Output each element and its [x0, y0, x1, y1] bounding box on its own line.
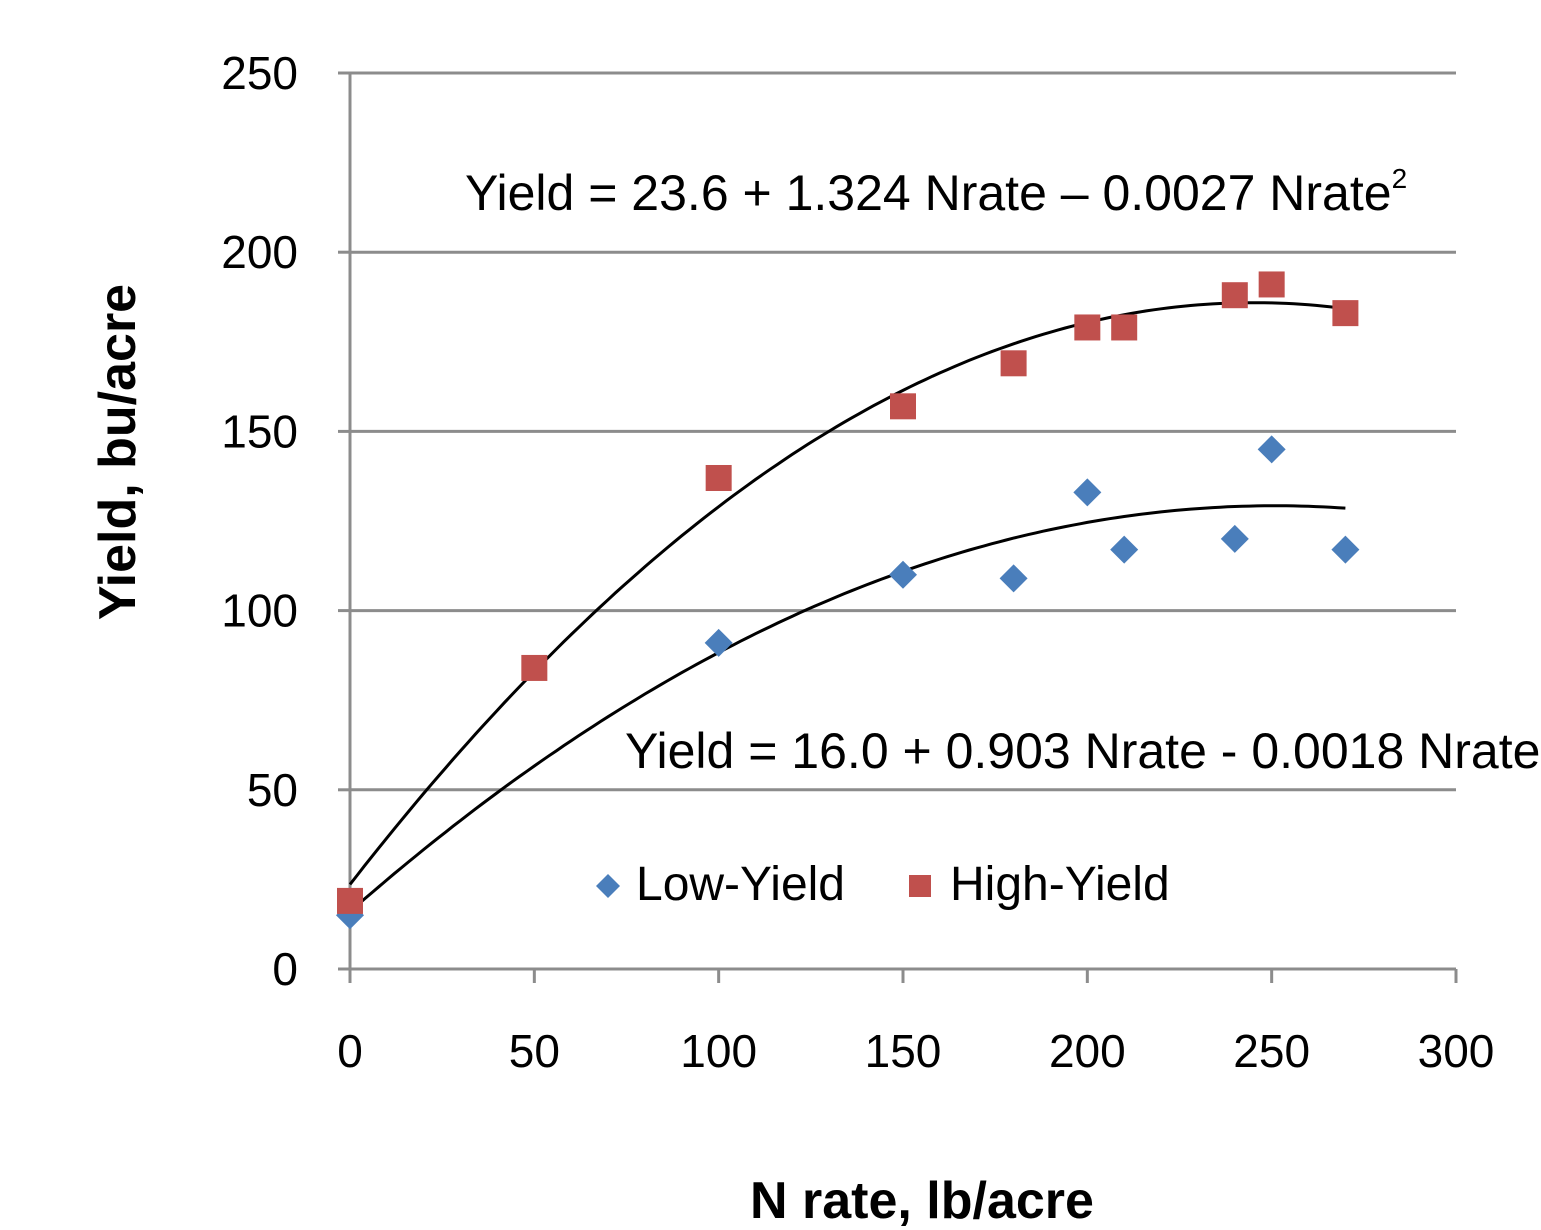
- data-point-low-yield: [704, 628, 733, 657]
- data-point-high-yield: [1332, 300, 1359, 327]
- y-tick-label: 50: [247, 764, 298, 816]
- trendlines: [348, 301, 1346, 913]
- legend: Low-Yield High-Yield: [596, 858, 1170, 911]
- data-point-low-yield: [1073, 478, 1102, 507]
- data-point-low-yield: [889, 560, 917, 589]
- data-point-high-yield: [890, 393, 916, 420]
- data-point-high-yield: [1111, 314, 1138, 341]
- y-tick-label: 250: [221, 47, 298, 99]
- legend-marker-high-yield: [909, 875, 931, 897]
- trendline-low-yield: [349, 504, 1346, 913]
- data-point-high-yield: [521, 654, 548, 681]
- x-axis-title: N rate, lb/acre: [750, 1172, 1094, 1230]
- data-point-high-yield: [337, 887, 363, 914]
- trendline-high-yield: [348, 301, 1346, 886]
- low-yield-equation: Yield = 16.0 + 0.903 Nrate - 0.0018 Nrat…: [625, 721, 1541, 779]
- x-tick-label: 300: [1418, 1025, 1495, 1077]
- data-point-low-yield: [999, 564, 1028, 593]
- data-point-high-yield: [1221, 282, 1248, 309]
- data-point-low-yield: [1257, 435, 1286, 464]
- y-axis-title: Yield, bu/acre: [89, 284, 147, 620]
- legend-diamond-marker: [596, 874, 620, 898]
- x-tick-label: 50: [509, 1025, 560, 1077]
- data-points: [336, 271, 1360, 930]
- legend-marker-low-yield: [596, 874, 620, 898]
- data-point-high-yield: [1258, 271, 1285, 298]
- data-point-low-yield: [1331, 535, 1360, 564]
- x-tick-label: 200: [1049, 1025, 1126, 1077]
- data-point-low-yield: [1220, 524, 1249, 553]
- data-point-low-yield: [1110, 535, 1139, 564]
- y-tick-label: 200: [221, 226, 298, 278]
- axes: [348, 73, 1458, 983]
- x-tick-label: 100: [680, 1025, 757, 1077]
- x-tick-label: 150: [865, 1025, 942, 1077]
- y-tick-label: 150: [221, 405, 298, 457]
- legend-label-low-yield: Low-Yield: [636, 858, 845, 911]
- high-yield-equation: Yield = 23.6 + 1.324 Nrate – 0.0027 Nrat…: [465, 163, 1407, 221]
- y-tick-label: 0: [272, 943, 298, 995]
- x-tick-label: 0: [337, 1025, 363, 1077]
- y-axis-tick-labels: 0 50 100 150 200 250: [221, 47, 298, 995]
- legend-square-marker: [909, 875, 931, 897]
- x-tick-label: 250: [1233, 1025, 1310, 1077]
- gridlines: [338, 71, 1456, 971]
- data-point-high-yield: [1000, 350, 1027, 377]
- data-point-high-yield: [705, 464, 732, 491]
- x-axis-tick-labels: 0 50 100 150 200 250 300: [337, 1025, 1494, 1077]
- legend-label-high-yield: High-Yield: [950, 858, 1170, 911]
- y-tick-label: 100: [221, 585, 298, 637]
- data-point-high-yield: [1074, 314, 1101, 341]
